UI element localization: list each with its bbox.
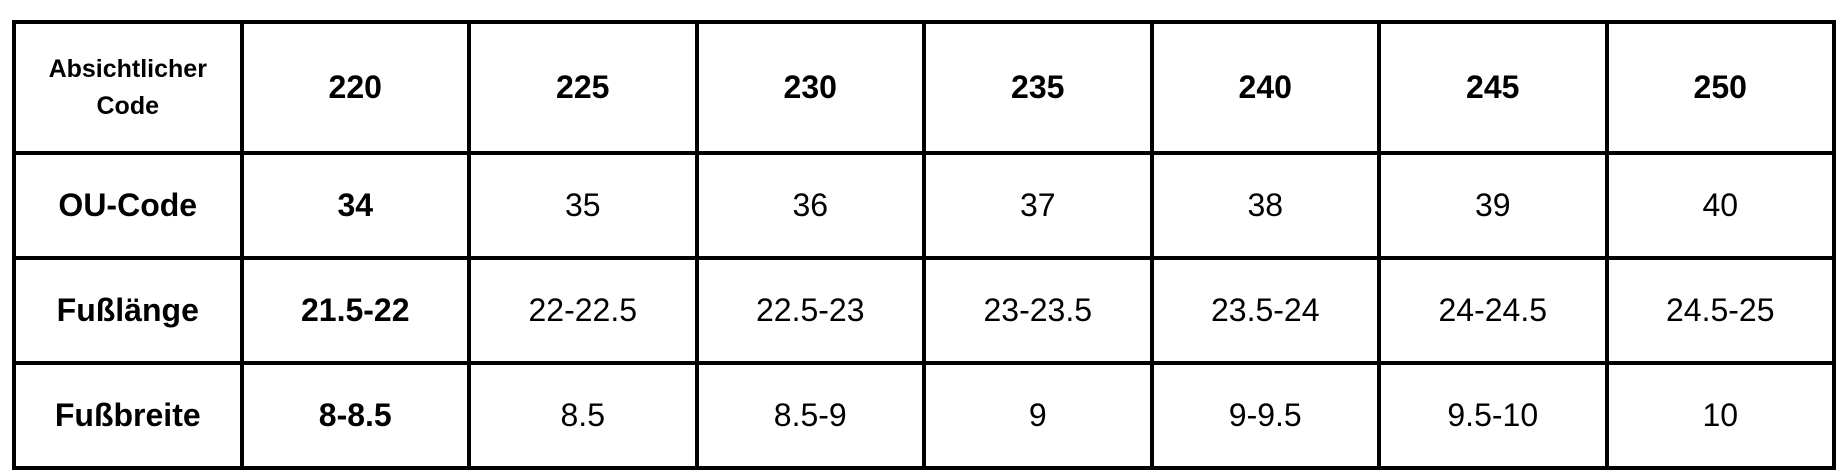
table-cell: 8-8.5 bbox=[239, 361, 471, 470]
table-cell: 39 bbox=[1377, 151, 1609, 260]
table-cell: 36 bbox=[694, 151, 926, 260]
table-cell: 35 bbox=[467, 151, 699, 260]
table-cell: 9.5-10 bbox=[1377, 361, 1609, 470]
table-cell: 34 bbox=[239, 151, 471, 260]
header-cell: 230 bbox=[694, 20, 926, 155]
row-header: Fußlänge bbox=[12, 256, 244, 365]
table-cell: 22.5-23 bbox=[694, 256, 926, 365]
header-cell: 235 bbox=[922, 20, 1154, 155]
table-cell: 40 bbox=[1604, 151, 1836, 260]
header-cell: 220 bbox=[239, 20, 471, 155]
table-cell: 9-9.5 bbox=[1149, 361, 1381, 470]
header-cell: 245 bbox=[1377, 20, 1609, 155]
table-cell: 38 bbox=[1149, 151, 1381, 260]
table-cell: 8.5 bbox=[467, 361, 699, 470]
table-cell: 23.5-24 bbox=[1149, 256, 1381, 365]
row-header: Fußbreite bbox=[12, 361, 244, 470]
row-header: OU-Code bbox=[12, 151, 244, 260]
header-cell: 240 bbox=[1149, 20, 1381, 155]
size-chart-table: Absichtlicher Code 220 225 230 235 240 2… bbox=[12, 20, 1836, 470]
table-cell: 37 bbox=[922, 151, 1154, 260]
table-row: Fußbreite 8-8.5 8.5 8.5-9 9 9-9.5 9.5-10… bbox=[12, 361, 1836, 470]
table-cell: 8.5-9 bbox=[694, 361, 926, 470]
header-row: Absichtlicher Code 220 225 230 235 240 2… bbox=[12, 20, 1836, 155]
header-cell: 250 bbox=[1604, 20, 1836, 155]
corner-header: Absichtlicher Code bbox=[12, 20, 244, 155]
table-cell: 22-22.5 bbox=[467, 256, 699, 365]
table-cell: 24.5-25 bbox=[1604, 256, 1836, 365]
table-row: Fußlänge 21.5-22 22-22.5 22.5-23 23-23.5… bbox=[12, 256, 1836, 365]
table-cell: 9 bbox=[922, 361, 1154, 470]
table-cell: 10 bbox=[1604, 361, 1836, 470]
table-cell: 23-23.5 bbox=[922, 256, 1154, 365]
table-row: OU-Code 34 35 36 37 38 39 40 bbox=[12, 151, 1836, 260]
table-cell: 24-24.5 bbox=[1377, 256, 1609, 365]
table-cell: 21.5-22 bbox=[239, 256, 471, 365]
header-cell: 225 bbox=[467, 20, 699, 155]
